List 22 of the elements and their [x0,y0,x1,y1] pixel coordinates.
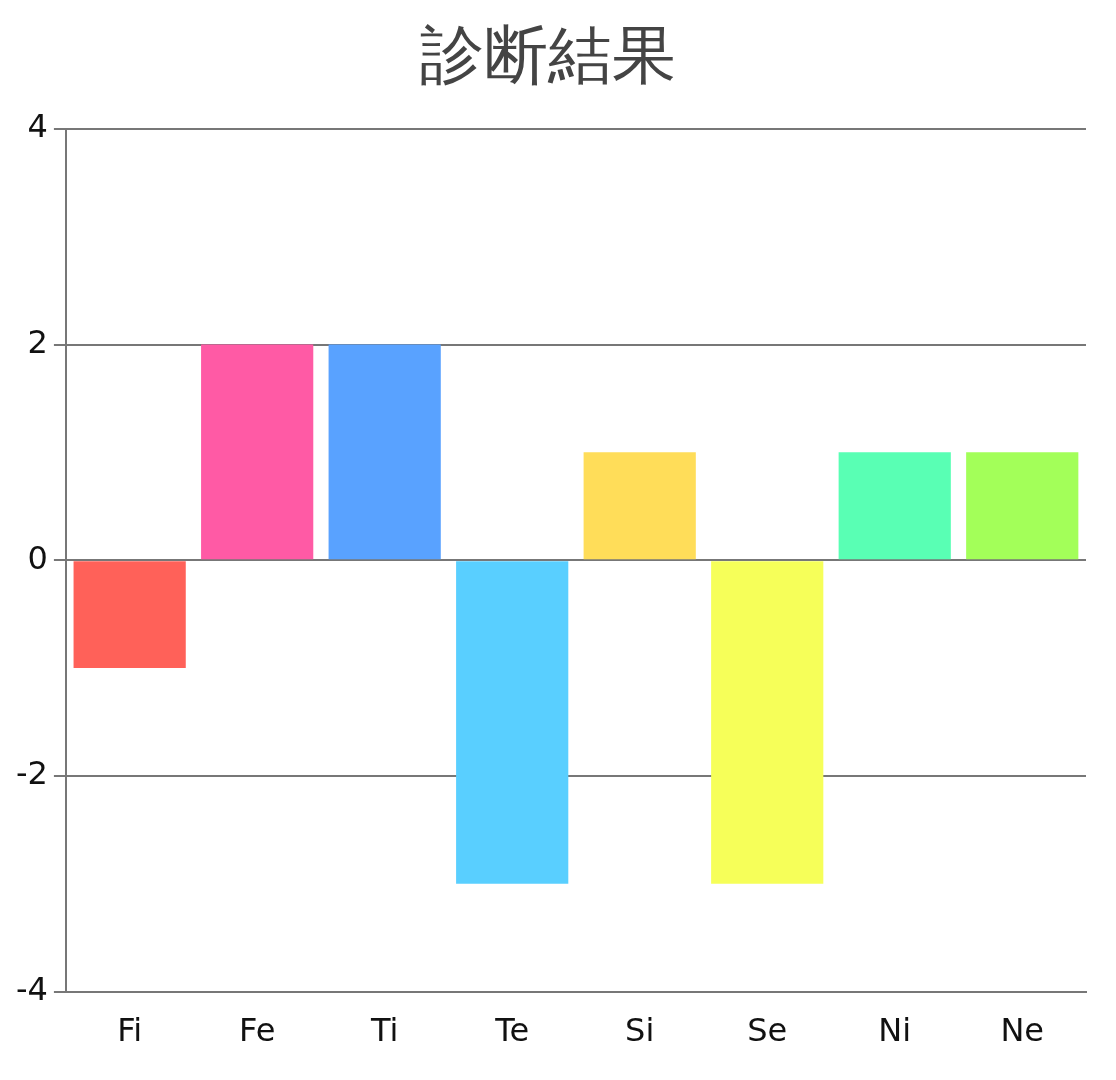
x-tick-label: Ne [1000,1011,1045,1050]
bar [73,561,186,669]
y-tick-label: 4 [27,107,48,146]
y-tick-label: 0 [27,538,48,577]
x-tick-label: Ni [878,1011,912,1050]
x-tick-label: Si [625,1011,655,1050]
bar [966,452,1079,560]
y-tick-label: 2 [27,322,48,361]
y-tick-label: -4 [16,969,48,1008]
bar [201,344,314,560]
bar [456,561,569,884]
x-tick-label: Te [494,1011,530,1050]
bar [838,452,951,560]
x-tick-label: Ti [369,1011,399,1050]
y-tick-label: -2 [16,754,48,793]
x-tick-label: Fi [117,1011,143,1050]
bar [583,452,696,560]
bar [328,344,441,560]
bar [711,561,824,884]
chart-title: 診断結果 [420,18,676,93]
x-tick-label: Se [747,1011,788,1050]
x-tick-label: Fe [239,1011,276,1050]
